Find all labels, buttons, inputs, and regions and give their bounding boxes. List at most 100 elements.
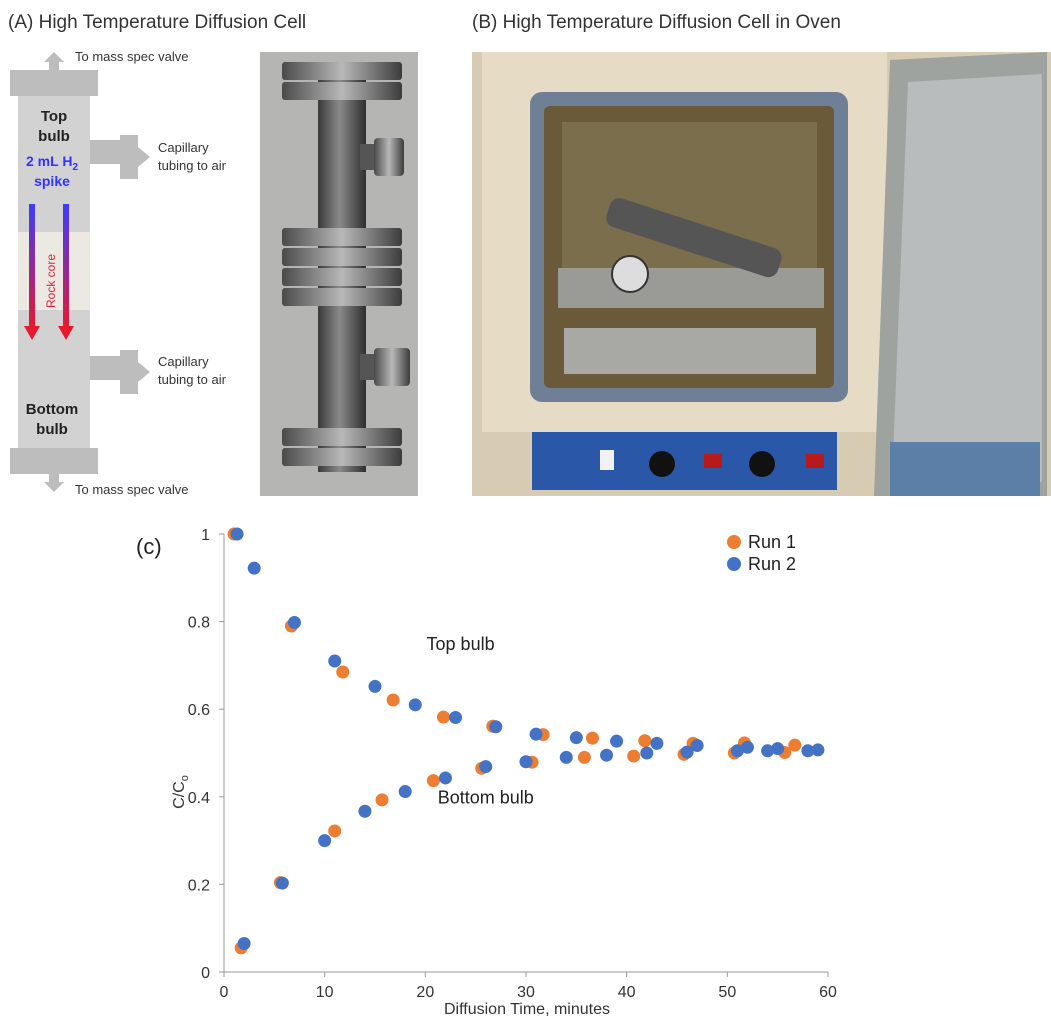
legend-marker [727, 557, 741, 571]
point-run-2 [408, 698, 422, 712]
x-tick-label: 50 [718, 984, 736, 1001]
spike-label-line2: spike [34, 173, 70, 189]
diffusion-cell-schematic: To mass spec valve To mass spec valve To… [10, 49, 227, 497]
point-run-2 [569, 731, 583, 745]
top-capillary-port [90, 135, 150, 179]
point-run-1 [436, 710, 450, 724]
panel-b-title: (B) High Temperature Diffusion Cell in O… [472, 12, 841, 33]
point-run-1 [375, 793, 389, 807]
chart-annotations: Top bulb Bottom bulb [427, 634, 534, 807]
point-run-2 [640, 746, 654, 760]
point-run-2 [680, 745, 694, 759]
point-run-2 [519, 755, 533, 769]
photo-fitting-bottom [360, 348, 410, 386]
point-run-2 [328, 654, 342, 668]
point-run-2 [801, 744, 815, 758]
point-run-1 [627, 749, 641, 763]
point-run-2 [318, 834, 332, 848]
capillary-top-label-line2: tubing to air [158, 158, 227, 173]
y-axis-label-sub: o [179, 775, 191, 781]
point-run-2 [529, 727, 543, 741]
chart-axes: 0 10 20 30 40 50 60 0 0.2 0.4 0.6 0.8 1 [188, 527, 837, 1001]
legend-marker [727, 535, 741, 549]
legend-label: Run 2 [748, 554, 796, 574]
point-run-2 [275, 876, 289, 890]
spike-label-line1: 2 mL H2 [26, 153, 78, 173]
diffusion-cell-photo [260, 52, 418, 496]
point-run-2 [740, 740, 754, 754]
photo-flange-middle [282, 228, 402, 306]
point-run-2 [761, 744, 775, 758]
y-tick-label: 0.2 [188, 877, 210, 894]
panel-c-label: (c) [136, 534, 162, 559]
chart-points [227, 527, 825, 955]
x-tick-label: 40 [618, 984, 636, 1001]
point-run-2 [690, 739, 704, 753]
x-axis-label: Diffusion Time, minutes [444, 1001, 610, 1018]
photo-fitting-top [360, 138, 404, 176]
point-run-2 [559, 750, 573, 764]
point-run-2 [479, 760, 493, 774]
bottom-flange [10, 448, 98, 474]
point-run-2 [610, 734, 624, 748]
point-run-2 [489, 720, 503, 734]
rock-core-label: Rock core [44, 254, 58, 308]
top-bulb-label-line2: bulb [38, 128, 70, 145]
top-bulb-label-line1: Top [41, 108, 67, 125]
point-run-2 [771, 742, 785, 756]
point-run-2 [449, 711, 463, 725]
y-tick-label: 0 [201, 965, 210, 982]
point-run-2 [247, 561, 261, 575]
x-tick-label: 20 [416, 984, 434, 1001]
point-run-1 [336, 665, 350, 679]
point-run-1 [426, 774, 440, 788]
top-flange [10, 70, 98, 96]
point-run-2 [438, 771, 452, 785]
point-run-2 [600, 748, 614, 762]
panel-a-title: (A) High Temperature Diffusion Cell [8, 12, 307, 33]
to-mass-spec-top-label: To mass spec valve [75, 49, 188, 64]
annotation-top-bulb: Top bulb [427, 634, 495, 654]
point-run-2 [398, 785, 412, 799]
oven-photo [472, 52, 1051, 496]
point-run-1 [386, 693, 400, 707]
photo-flange-top [282, 62, 402, 100]
annotation-bottom-bulb: Bottom bulb [438, 787, 534, 807]
point-run-2 [811, 743, 825, 757]
x-tick-label: 30 [517, 984, 535, 1001]
y-tick-label: 0.8 [188, 615, 210, 632]
spike-label-prefix: 2 mL H [26, 153, 72, 169]
point-run-2 [287, 615, 301, 629]
bottom-capillary-port [90, 350, 150, 394]
photo-flange-bottom [282, 428, 402, 466]
capillary-bottom-label-line2: tubing to air [158, 372, 227, 387]
legend-label: Run 1 [748, 532, 796, 552]
bottom-bulb-label-line1: Bottom [26, 401, 79, 418]
y-axis-label-main: C/C [171, 781, 188, 809]
point-run-2 [368, 679, 382, 693]
y-tick-label: 0.6 [188, 702, 210, 719]
capillary-bottom-label-line1: Capillary [158, 354, 209, 369]
point-run-1 [577, 750, 591, 764]
point-run-2 [358, 804, 372, 818]
bottom-bulb-label-line2: bulb [36, 421, 68, 438]
top-outlet-arrow [44, 52, 64, 72]
x-tick-label: 0 [220, 984, 229, 1001]
point-run-2 [230, 527, 244, 541]
spike-label-sub: 2 [72, 162, 78, 173]
point-run-2 [650, 736, 664, 750]
y-tick-label: 1 [201, 527, 210, 544]
point-run-1 [585, 731, 599, 745]
point-run-2 [237, 937, 251, 951]
x-tick-label: 10 [316, 984, 334, 1001]
to-mass-spec-bottom-label: To mass spec valve [75, 482, 188, 497]
diffusion-arrow-right [58, 204, 74, 340]
diffusion-arrow-left [24, 204, 40, 340]
concentration-chart: (c) 0 10 20 30 40 50 60 0 0.2 0.4 0.6 0.8 1 Top bulb… [136, 527, 837, 1018]
point-run-1 [328, 824, 342, 838]
x-tick-label: 60 [819, 984, 837, 1001]
point-run-2 [730, 744, 744, 758]
y-tick-label: 0.4 [188, 790, 210, 807]
point-run-1 [638, 734, 652, 748]
